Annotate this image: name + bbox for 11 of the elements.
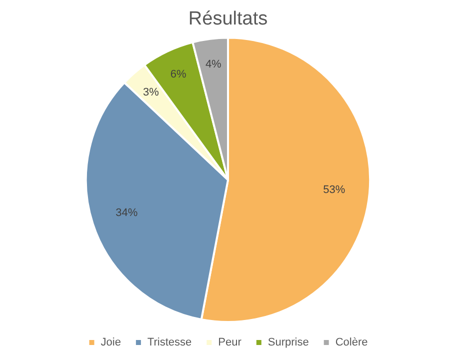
data-label: 3% [142, 86, 160, 99]
legend-label: Joie [100, 336, 121, 349]
data-label: 53% [323, 184, 346, 196]
legend-label: Colère [335, 336, 368, 349]
chart-title: Résultats [188, 8, 268, 30]
data-label: 6% [170, 68, 187, 80]
data-label: 4% [205, 58, 222, 70]
legend-label: Surprise [268, 336, 309, 349]
legend-label: Peur [218, 336, 242, 349]
legend-label: Tristesse [147, 336, 192, 349]
data-label: 34% [116, 206, 138, 219]
